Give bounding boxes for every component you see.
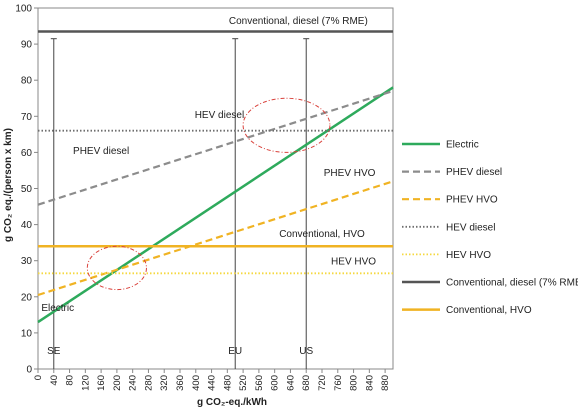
y-tick-label: 80: [21, 76, 33, 87]
x-tick-label: 520: [238, 375, 249, 391]
x-tick-label: 280: [143, 375, 154, 391]
reference-label-us: US: [299, 346, 313, 357]
x-axis-title: g CO₂-eq./kWh: [197, 397, 267, 408]
x-tick-label: 680: [301, 375, 312, 391]
highlight-ellipses: [86, 97, 331, 291]
legend-label: Conventional, HVO: [446, 305, 532, 316]
legend: Electric PHEV diesel PHEV HVO HEV diesel HEV…: [402, 140, 578, 316]
x-tick-label: 40: [49, 375, 60, 386]
series-lines: [37, 30, 394, 324]
x-tick-label: 80: [65, 375, 76, 386]
legend-label: PHEV HVO: [446, 195, 498, 206]
x-tick-label: 240: [128, 375, 139, 391]
reference-label-eu: EU: [228, 346, 242, 357]
series-electric: [37, 86, 394, 324]
x-tick-label: 400: [191, 375, 202, 391]
legend-label: PHEV diesel: [446, 167, 502, 178]
y-tick-label: 0: [26, 365, 32, 376]
x-tick-label: 840: [364, 375, 375, 391]
legend-label: HEV HVO: [446, 250, 491, 261]
x-axis-ticks: 0 40 80 120 160 200 240 280 320 360 400 440 480 520 56…: [33, 369, 391, 391]
x-tick-label: 360: [175, 375, 186, 391]
y-tick-label: 60: [21, 148, 33, 159]
x-tick-label: 0: [33, 375, 44, 380]
y-tick-label: 100: [15, 4, 32, 15]
y-tick-label: 20: [21, 292, 33, 303]
series-phev-diesel: [37, 89, 394, 206]
y-tick-label: 30: [21, 256, 33, 267]
x-tick-label: 160: [96, 375, 107, 391]
x-tick-label: 200: [112, 375, 123, 391]
reference-label-se: SE: [47, 346, 61, 357]
legend-label: Electric: [446, 140, 479, 151]
annotation-label: Conventional, HVO: [279, 229, 365, 240]
annotation-label: HEV HVO: [331, 256, 376, 267]
chart-annotations: Conventional, diesel (7% RME) HEV diesel P…: [41, 16, 376, 314]
x-tick-label: 440: [207, 375, 218, 391]
annotation-label: PHEV diesel: [73, 146, 129, 157]
x-tick-label: 640: [285, 375, 296, 391]
reference-lines: SE EU US: [47, 38, 313, 369]
x-tick-label: 120: [80, 375, 91, 391]
y-tick-label: 10: [21, 328, 33, 339]
highlight-ellipse: [242, 97, 331, 153]
annotation-label: HEV diesel: [195, 110, 244, 121]
legend-label: Conventional, diesel (7% RME): [446, 278, 578, 289]
legend-label: HEV diesel: [446, 222, 495, 233]
x-tick-label: 760: [333, 375, 344, 391]
x-tick-label: 320: [159, 375, 170, 391]
x-tick-label: 600: [270, 375, 281, 391]
annotation-label: Conventional, diesel (7% RME): [229, 16, 368, 27]
y-axis-ticks: 0 10 20 30 40 50 60 70 80 90 100: [15, 4, 38, 376]
y-tick-label: 70: [21, 112, 33, 123]
highlight-ellipse: [86, 245, 147, 291]
x-tick-label: 880: [380, 375, 391, 391]
y-tick-label: 90: [21, 40, 33, 51]
y-tick-label: 40: [21, 220, 33, 231]
x-tick-label: 560: [254, 375, 265, 391]
y-tick-label: 50: [21, 184, 33, 195]
x-tick-label: 720: [317, 375, 328, 391]
annotation-label: PHEV HVO: [324, 168, 376, 179]
series-phev-hvo: [37, 180, 394, 297]
y-axis-title: g CO₂ eq./(person x km): [3, 128, 14, 242]
x-tick-label: 480: [222, 375, 233, 391]
x-tick-label: 800: [349, 375, 360, 391]
annotation-label: Electric: [41, 303, 74, 314]
